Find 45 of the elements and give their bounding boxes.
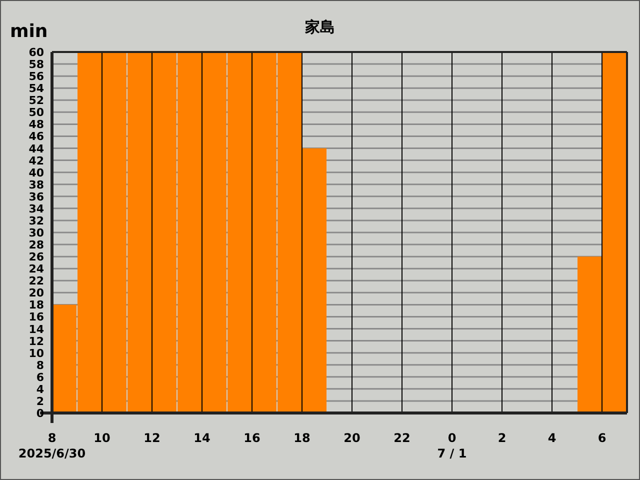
x-tick-label: 18 (294, 431, 310, 445)
y-tick-label: 60 (28, 46, 44, 59)
y-tick-label: 32 (28, 214, 44, 228)
y-tick-label: 38 (28, 178, 44, 192)
x-tick-label: 6 (598, 431, 606, 445)
y-tick-label: 36 (28, 190, 44, 204)
x-tick-label: 22 (394, 431, 410, 445)
x-tick-label: 12 (144, 431, 160, 445)
y-tick-label: 44 (28, 142, 44, 156)
y-axis-title: min (10, 21, 48, 42)
y-tick-label: 46 (28, 130, 44, 144)
y-tick-label: 8 (36, 358, 44, 372)
y-tick-label: 10 (28, 346, 44, 360)
y-tick-label: 2 (36, 394, 44, 408)
y-tick-label: 54 (28, 82, 44, 96)
x-tick-label: 14 (194, 431, 210, 445)
y-tick-label: 52 (28, 94, 44, 108)
y-tick-label: 56 (28, 70, 44, 84)
y-tick-label: 24 (28, 262, 44, 276)
y-tick-label: 20 (28, 286, 44, 300)
x-tick-label: 4 (548, 431, 556, 445)
x-tick-label: 2 (498, 431, 506, 445)
y-tick-label: 16 (28, 310, 44, 324)
y-tick-label: 0 (36, 407, 44, 420)
y-tick-label: 30 (28, 226, 44, 240)
x-tick-label: 10 (94, 431, 110, 445)
chart-title: 家島 (304, 18, 335, 36)
x-tick-label: 20 (344, 431, 360, 445)
y-tick-label: 26 (28, 250, 44, 264)
y-tick-label: 6 (36, 370, 44, 384)
y-tick-label: 22 (28, 274, 44, 288)
y-tick-label: 40 (28, 166, 44, 180)
x-tick-label: 8 2025/6/30 (18, 431, 86, 461)
y-tick-label: 34 (28, 202, 44, 216)
y-tick-label: 28 (28, 238, 44, 252)
y-tick-label: 12 (28, 334, 44, 348)
y-tick-label: 50 (28, 106, 44, 120)
y-tick-label: 42 (28, 154, 44, 168)
y-tick-label: 18 (28, 298, 44, 312)
x-tick-label: 16 (244, 431, 260, 445)
y-tick-label: 58 (28, 58, 44, 72)
x-tick-label: 0 7 / 1 (437, 431, 467, 461)
y-tick-label: 4 (36, 382, 44, 396)
y-tick-label: 48 (28, 118, 44, 132)
y-tick-label: 14 (28, 322, 44, 336)
